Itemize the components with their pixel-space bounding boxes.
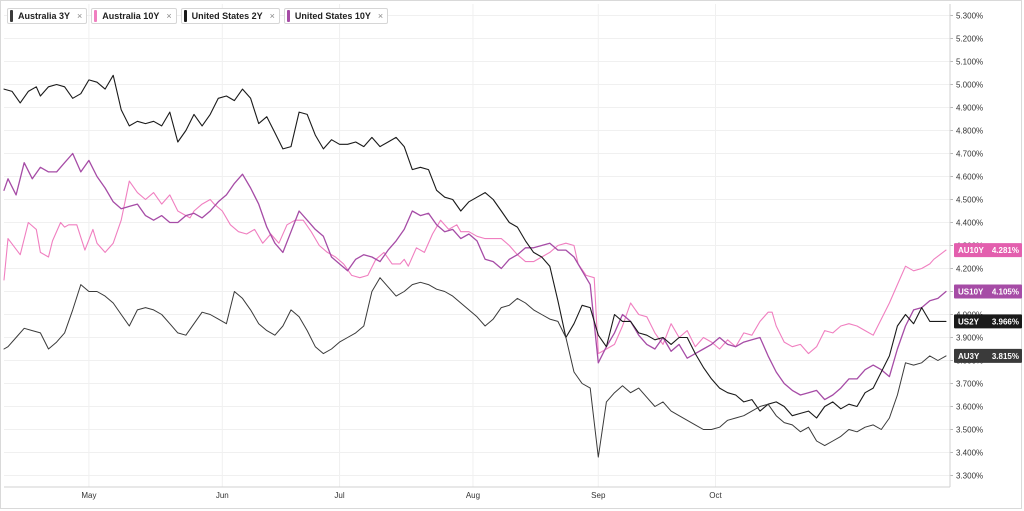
legend-chip-united-states-10y[interactable]: United States 10Y × [283,8,389,24]
y-tick-label: 3.700% [956,380,983,389]
legend-label: Australia 3Y [18,11,71,21]
value-badge-value: 4.281% [992,246,1019,255]
y-tick-label: 3.900% [956,334,983,343]
y-tick-label: 3.600% [956,403,983,412]
legend-label: United States 2Y [191,11,263,21]
y-tick-label: 3.500% [956,426,983,435]
y-tick-label: 3.300% [956,472,983,481]
y-tick-label: 5.100% [956,58,983,67]
legend-swatch [94,10,98,22]
value-badge-bg [954,243,1022,258]
legend-swatch [10,10,13,22]
legend-chip-united-states-2y[interactable]: United States 2Y × [180,8,280,24]
series-line-united-states-10y [3,152,947,401]
y-tick-label: 5.000% [956,81,983,90]
x-tick-label: Jul [334,491,344,500]
legend: Australia 3Y × Australia 10Y × United States… [7,8,389,24]
value-badge-bg [954,314,1022,329]
y-tick-label: 3.400% [956,449,983,458]
y-tick-label: 4.700% [956,150,983,159]
x-tick-label: Oct [709,491,722,500]
y-tick-label: 4.600% [956,173,983,182]
x-tick-label: May [81,491,96,500]
value-badge-label: AU3Y [958,352,980,361]
value-badge-label: US10Y [958,288,984,297]
value-badge-value: 3.815% [992,352,1019,361]
legend-label: United States 10Y [294,11,371,21]
value-badge-bg [954,348,1022,363]
close-icon[interactable]: × [377,11,384,21]
value-badge-value: 3.966% [992,317,1019,326]
x-tick-label: Sep [591,491,606,500]
legend-chip-australia-3y[interactable]: Australia 3Y × [7,8,88,24]
series-line-australia-10y [3,180,947,355]
value-badge-value: 4.105% [992,288,1019,297]
legend-swatch [286,10,290,22]
y-tick-label: 4.400% [956,219,983,228]
y-tick-label: 4.900% [956,104,983,113]
y-tick-label: 4.200% [956,265,983,274]
value-badge-label: AU10Y [958,246,984,255]
y-tick-label: 4.500% [956,196,983,205]
series-line-australia-3y [3,277,947,458]
legend-label: Australia 10Y [102,11,160,21]
value-badge-au3y: AU3Y 3.815% [954,348,1022,363]
close-icon[interactable]: × [269,11,275,21]
close-icon[interactable]: × [166,11,172,21]
value-badge-us2y: US2Y 3.966% [954,314,1022,329]
close-icon[interactable]: × [77,11,83,21]
value-badge-us10y: US10Y 4.105% [954,284,1022,299]
y-tick-label: 4.800% [956,127,983,136]
legend-chip-australia-10y[interactable]: Australia 10Y × [91,8,177,24]
legend-swatch [183,10,187,22]
value-badge-label: US2Y [958,317,980,326]
y-tick-label: 5.300% [956,12,983,21]
series-line-united-states-2y [3,74,947,419]
value-badge-bg [954,284,1022,299]
x-tick-label: Aug [466,491,480,500]
y-tick-label: 5.200% [956,35,983,44]
x-tick-label: Jun [216,491,229,500]
value-badge-au10y: AU10Y 4.281% [954,243,1022,258]
